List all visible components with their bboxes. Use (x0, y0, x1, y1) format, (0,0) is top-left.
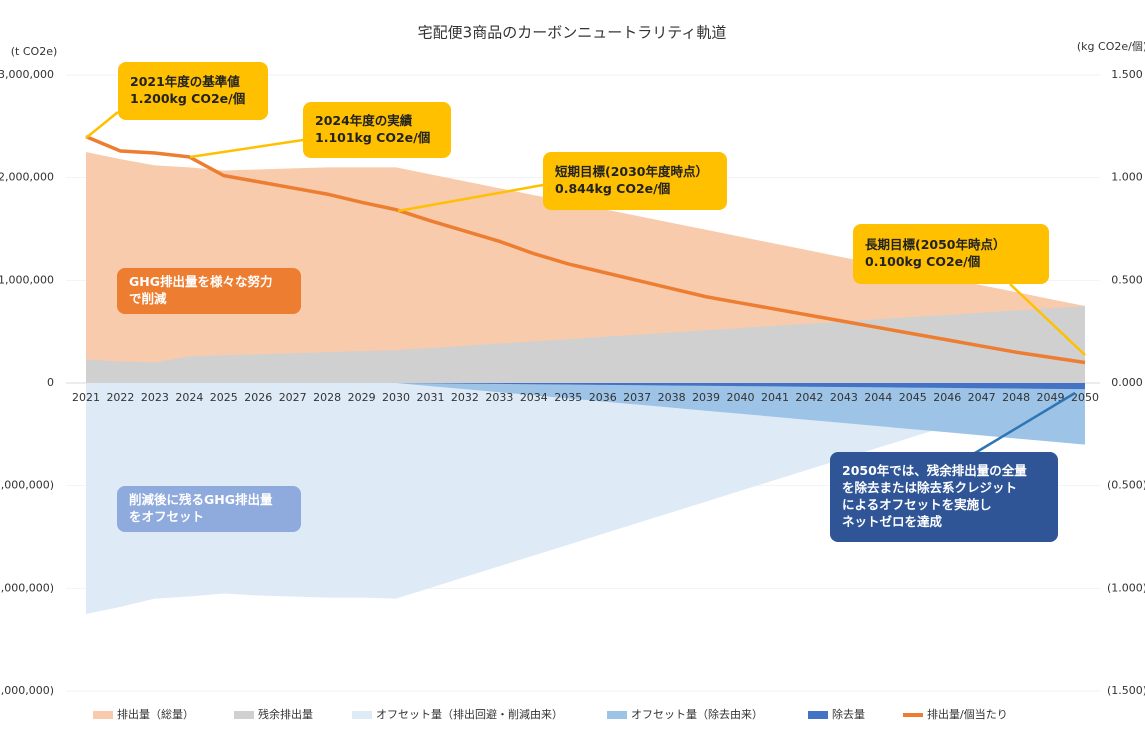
x-tick-label: 2049 (1037, 391, 1065, 404)
annotation-text: を除去または除去系クレジット (842, 480, 1017, 495)
annotation-box (853, 224, 1049, 284)
y2-tick-label: 1.500 (1111, 68, 1143, 81)
x-tick-label: 2036 (589, 391, 617, 404)
leader-line (974, 391, 1076, 455)
leader-line (397, 183, 544, 213)
x-tick-label: 2028 (313, 391, 341, 404)
y-tick-label: 3,000,000 (0, 68, 54, 81)
x-tick-label: 2023 (141, 391, 169, 404)
legend-swatch (234, 711, 254, 719)
leader-line (85, 111, 119, 139)
x-tick-label: 2024 (175, 391, 203, 404)
y2-tick-label: 1.000 (1111, 171, 1143, 184)
annotation-box (830, 452, 1058, 542)
legend-label: 排出量/個当たり (927, 707, 1008, 721)
x-tick-label: 2047 (968, 391, 996, 404)
x-tick-label: 2038 (658, 391, 686, 404)
annotation-text: 短期目標(2030年度時点） (555, 164, 708, 179)
legend-label: オフセット量（除去由来） (631, 707, 763, 721)
legend-swatch (352, 711, 372, 719)
y-tick-label: (3,000,000) (0, 684, 54, 697)
annotation-text: 削減後に残るGHG排出量 (129, 492, 273, 507)
y-tick-label: (2,000,000) (0, 581, 54, 594)
y2-tick-label: (1.000) (1107, 581, 1145, 594)
annotation-text: ネットゼロを達成 (842, 514, 943, 529)
x-tick-label: 2050 (1071, 391, 1099, 404)
x-tick-label: 2037 (623, 391, 651, 404)
x-tick-label: 2048 (1002, 391, 1030, 404)
x-tick-label: 2021 (72, 391, 100, 404)
legend-swatch (607, 711, 627, 719)
chart-title: 宅配便3商品のカーボンニュートラリティ軌道 (418, 24, 727, 42)
annotation-box (303, 102, 451, 158)
x-tick-label: 2042 (795, 391, 823, 404)
x-tick-label: 2039 (692, 391, 720, 404)
y-tick-label: 1,000,000 (0, 273, 54, 286)
y2-tick-label: (1.500) (1107, 684, 1145, 697)
x-tick-label: 2045 (899, 391, 927, 404)
annotation-box (117, 268, 301, 314)
y2-axis-label: (kg CO2e/個) (1077, 40, 1145, 53)
annotation-text: によるオフセットを実施し (842, 497, 992, 512)
x-tick-label: 2026 (244, 391, 272, 404)
annotation-box (117, 486, 301, 532)
annotation-text: 2021年度の基準値 (130, 74, 240, 89)
legend-swatch (808, 711, 828, 719)
area (86, 306, 1085, 383)
x-tick-label: 2022 (106, 391, 134, 404)
annotation-text: 0.100kg CO2e/個 (865, 254, 980, 269)
annotation-text: 1.101kg CO2e/個 (315, 130, 430, 145)
x-tick-label: 2040 (727, 391, 755, 404)
x-tick-label: 2044 (864, 391, 892, 404)
annotation-text: GHG排出量を様々な努力 (129, 274, 272, 289)
x-tick-label: 2046 (933, 391, 961, 404)
annotation-text: 1.200kg CO2e/個 (130, 91, 245, 106)
legend-label: 残余排出量 (258, 707, 313, 721)
annotation-box (118, 62, 268, 120)
y-tick-label: 0 (47, 376, 54, 389)
y-tick-label: (1,000,000) (0, 479, 54, 492)
leader-line (189, 138, 304, 159)
x-tick-label: 2033 (485, 391, 513, 404)
legend-label: オフセット量（排出回避・削減由来） (376, 707, 563, 721)
x-tick-label: 2034 (520, 391, 548, 404)
line (85, 134, 1086, 365)
area (86, 383, 1085, 390)
x-tick-label: 2027 (279, 391, 307, 404)
annotation-text: で削減 (129, 291, 167, 306)
y2-tick-label: 0.500 (1111, 273, 1143, 286)
x-tick-label: 2035 (554, 391, 582, 404)
annotation-text: をオフセット (129, 509, 204, 524)
leader-line (1009, 283, 1086, 356)
x-tick-label: 2032 (451, 391, 479, 404)
x-tick-label: 2043 (830, 391, 858, 404)
y-axis-label: (t CO2e) (11, 45, 58, 58)
area (86, 383, 1085, 445)
legend-label: 排出量（総量） (117, 707, 194, 721)
x-tick-label: 2029 (348, 391, 376, 404)
legend-swatch (93, 711, 113, 719)
annotation-text: 2024年度の実績 (315, 113, 413, 128)
y-tick-label: 2,000,000 (0, 171, 54, 184)
annotation-box (543, 152, 727, 210)
x-tick-label: 2025 (210, 391, 238, 404)
annotation-text: 2050年では、残余排出量の全量 (842, 463, 1027, 478)
y2-tick-label: 0.000 (1111, 376, 1143, 389)
legend-label: 除去量 (832, 707, 865, 721)
x-tick-label: 2030 (382, 391, 410, 404)
x-tick-label: 2031 (416, 391, 444, 404)
area (86, 383, 1085, 614)
annotation-text: 長期目標(2050年時点） (865, 237, 1006, 252)
annotation-text: 0.844kg CO2e/個 (555, 181, 670, 196)
x-tick-label: 2041 (761, 391, 789, 404)
y2-tick-label: (0.500) (1107, 479, 1145, 492)
